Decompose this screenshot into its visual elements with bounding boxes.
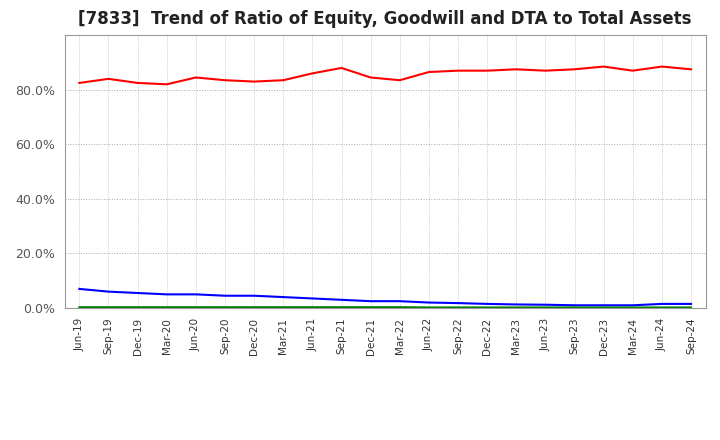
Goodwill	[454, 301, 462, 306]
Goodwill	[629, 303, 637, 308]
Equity	[687, 66, 696, 72]
Equity	[541, 68, 550, 73]
Deferred Tax Assets	[279, 304, 287, 310]
Line: Equity: Equity	[79, 66, 691, 84]
Goodwill	[104, 289, 113, 294]
Deferred Tax Assets	[687, 305, 696, 310]
Goodwill	[133, 290, 142, 296]
Deferred Tax Assets	[220, 304, 229, 310]
Goodwill	[512, 302, 521, 307]
Equity	[366, 75, 375, 80]
Equity	[512, 66, 521, 72]
Goodwill	[657, 301, 666, 307]
Goodwill	[192, 292, 200, 297]
Equity	[337, 65, 346, 70]
Deferred Tax Assets	[512, 305, 521, 310]
Equity	[133, 80, 142, 85]
Goodwill	[366, 299, 375, 304]
Equity	[250, 79, 258, 84]
Equity	[220, 77, 229, 83]
Equity	[395, 77, 404, 83]
Goodwill	[250, 293, 258, 298]
Deferred Tax Assets	[425, 305, 433, 310]
Equity	[104, 76, 113, 81]
Equity	[192, 75, 200, 80]
Equity	[657, 64, 666, 69]
Deferred Tax Assets	[454, 305, 462, 310]
Goodwill	[599, 303, 608, 308]
Deferred Tax Assets	[395, 304, 404, 310]
Deferred Tax Assets	[133, 304, 142, 310]
Goodwill	[163, 292, 171, 297]
Title: [7833]  Trend of Ratio of Equity, Goodwill and DTA to Total Assets: [7833] Trend of Ratio of Equity, Goodwil…	[78, 10, 692, 28]
Equity	[279, 77, 287, 83]
Deferred Tax Assets	[75, 304, 84, 310]
Goodwill	[425, 300, 433, 305]
Goodwill	[570, 303, 579, 308]
Goodwill	[308, 296, 317, 301]
Deferred Tax Assets	[250, 304, 258, 310]
Equity	[599, 64, 608, 69]
Equity	[454, 68, 462, 73]
Goodwill	[220, 293, 229, 298]
Goodwill	[687, 301, 696, 307]
Equity	[629, 68, 637, 73]
Line: Goodwill: Goodwill	[79, 289, 691, 305]
Deferred Tax Assets	[308, 304, 317, 310]
Deferred Tax Assets	[599, 305, 608, 310]
Equity	[570, 66, 579, 72]
Equity	[483, 68, 492, 73]
Goodwill	[395, 299, 404, 304]
Equity	[425, 70, 433, 75]
Deferred Tax Assets	[483, 305, 492, 310]
Deferred Tax Assets	[366, 304, 375, 310]
Deferred Tax Assets	[570, 305, 579, 310]
Equity	[75, 80, 84, 85]
Deferred Tax Assets	[337, 304, 346, 310]
Equity	[163, 82, 171, 87]
Deferred Tax Assets	[629, 305, 637, 310]
Deferred Tax Assets	[163, 304, 171, 310]
Deferred Tax Assets	[104, 304, 113, 310]
Deferred Tax Assets	[657, 305, 666, 310]
Goodwill	[279, 294, 287, 300]
Goodwill	[75, 286, 84, 292]
Deferred Tax Assets	[541, 305, 550, 310]
Goodwill	[337, 297, 346, 302]
Goodwill	[483, 301, 492, 307]
Equity	[308, 71, 317, 76]
Goodwill	[541, 302, 550, 308]
Deferred Tax Assets	[192, 304, 200, 310]
